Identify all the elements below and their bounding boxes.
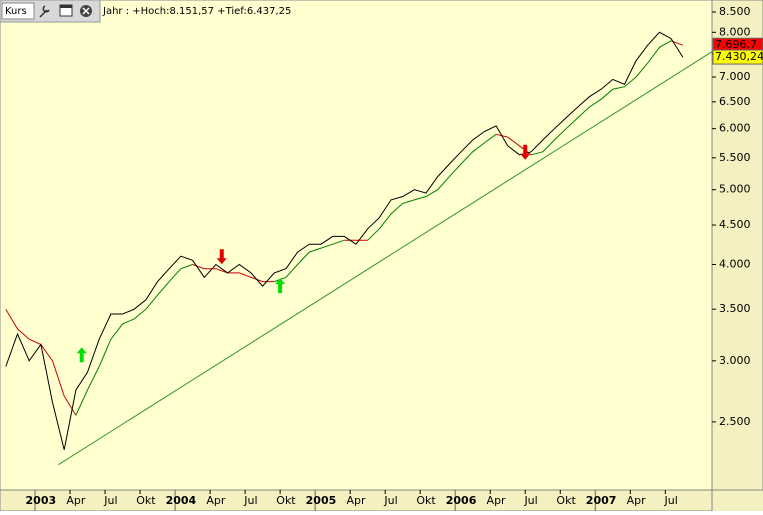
y-tick-label: 8.000 [719, 25, 751, 38]
signal-arrow [275, 278, 286, 294]
signal-arrow [76, 347, 87, 363]
x-tick-label: 2004 [166, 494, 197, 507]
x-tick-label: 2003 [26, 494, 57, 507]
y-tick-label: 6.000 [719, 122, 751, 135]
y-tick-label: 3.000 [719, 354, 751, 367]
x-tick-label: Okt [136, 494, 156, 507]
y-tick-label: 7.000 [719, 70, 751, 83]
y-tick-label: 4.000 [719, 257, 751, 270]
tab[interactable] [1, 2, 35, 20]
x-tick-label: Jul [523, 494, 537, 507]
x-tick-label: 2005 [306, 494, 337, 507]
y-tick-label: 2.500 [719, 415, 751, 428]
y-tick-label: 3.500 [719, 302, 751, 315]
x-tick-label: 2007 [586, 494, 617, 507]
series-line [58, 51, 713, 466]
y-tick-label: 6.500 [719, 95, 751, 108]
y-tick-label: 8.500 [719, 5, 751, 18]
signal-arrow [520, 144, 531, 160]
signal-arrow [216, 249, 227, 265]
x-tick-label: Okt [276, 494, 296, 507]
window-icon-bar [60, 5, 72, 8]
y-tick-label: 4.500 [719, 218, 751, 231]
x-tick-label: Apr [346, 494, 366, 507]
header: Kurs Jahr : +Hoch:8.151,57 +Tief:6.437,2… [0, 0, 291, 23]
y-axis-area [711, 0, 763, 491]
x-tick-label: 2006 [446, 494, 477, 507]
x-tick-label: Apr [206, 494, 226, 507]
tab-label: Kurs [5, 6, 27, 17]
series-line [75, 40, 672, 416]
x-tick-label: Jul [664, 494, 678, 507]
y-tick-label: 5.500 [719, 151, 751, 164]
y-tick-label: 5.000 [719, 183, 751, 196]
settings-icon[interactable] [39, 5, 50, 18]
series-line [5, 31, 684, 450]
x-tick-label: Apr [66, 494, 86, 507]
x-tick-label: Apr [627, 494, 647, 507]
x-tick-label: Jul [383, 494, 397, 507]
plot-area [0, 0, 713, 491]
x-tick-label: Apr [487, 494, 507, 507]
last-value-label: 7.430,24 [715, 50, 763, 63]
last-value-label: 7.696,7 [715, 38, 757, 51]
x-tick-label: Jul [103, 494, 117, 507]
plot [5, 31, 713, 466]
x-tick-label: Okt [556, 494, 576, 507]
header-info: Jahr : +Hoch:8.151,57 +Tief:6.437,25 [102, 6, 291, 17]
x-tick-label: Jul [243, 494, 257, 507]
x-tick-label: Okt [416, 494, 436, 507]
last-value-box [712, 49, 763, 65]
close-cross [82, 7, 90, 15]
